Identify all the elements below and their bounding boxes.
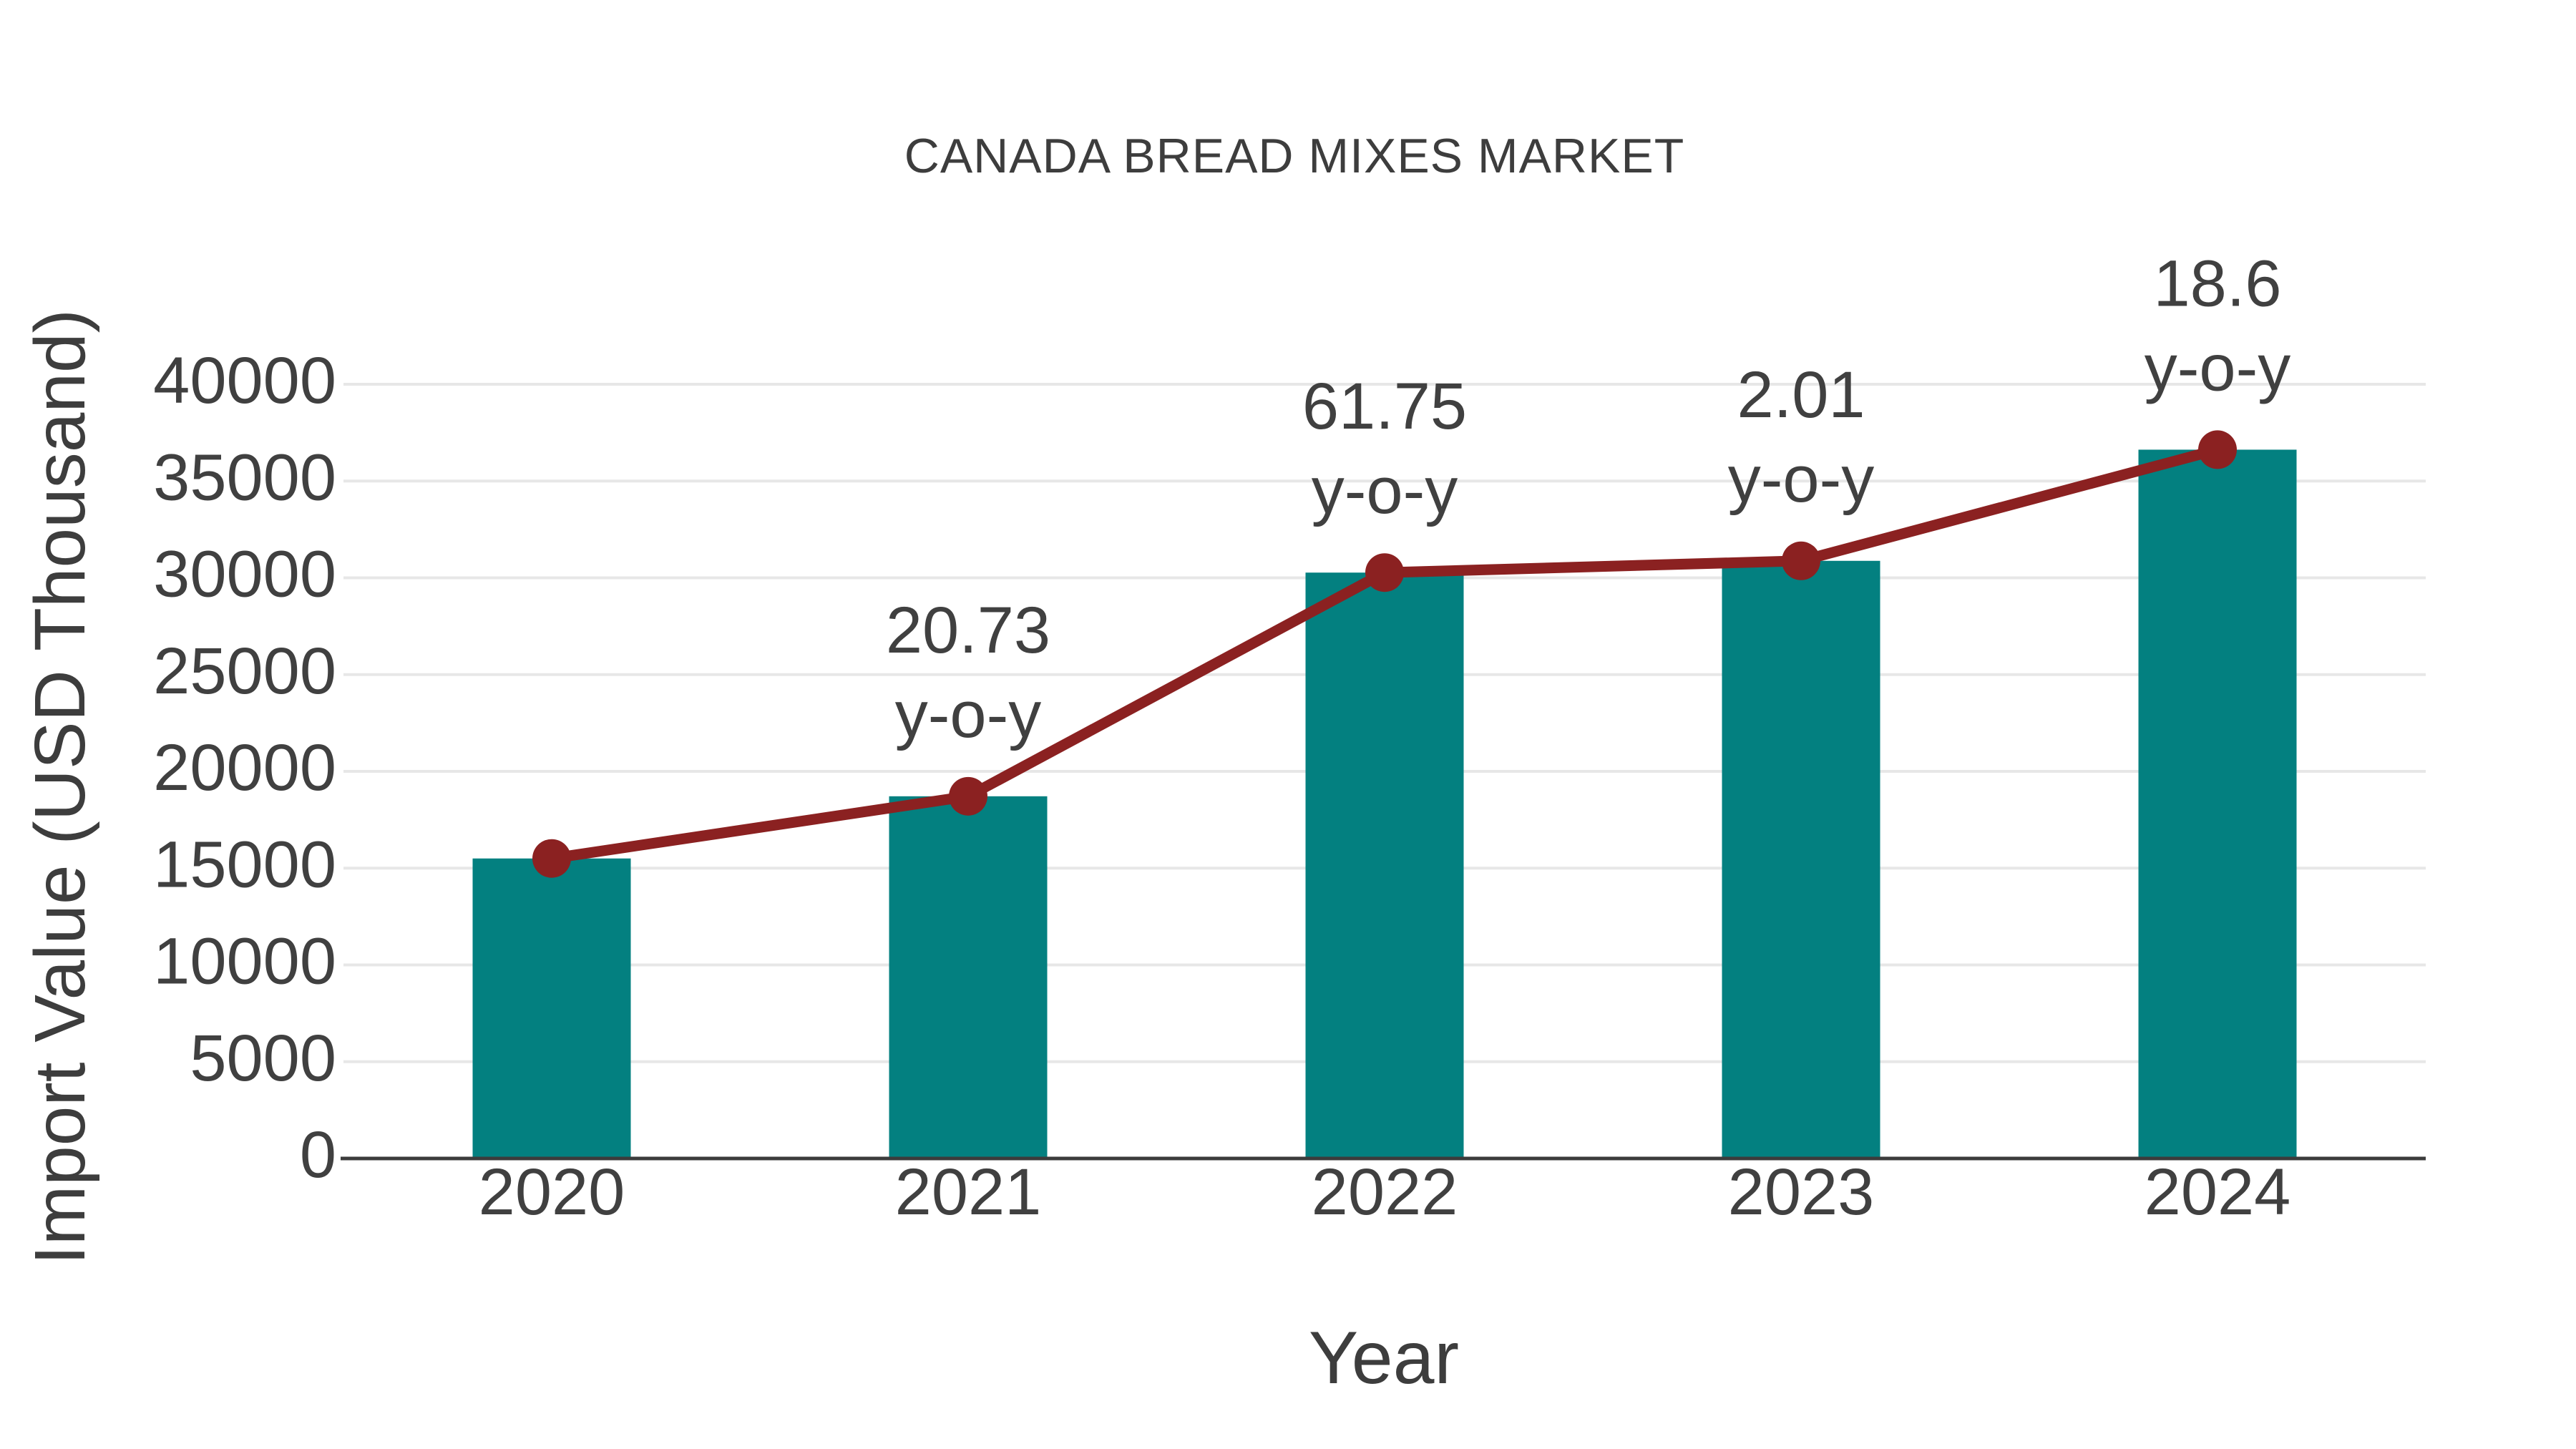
- bar: [1305, 572, 1464, 1158]
- x-tick-label: 2024: [2145, 1156, 2291, 1229]
- annotation-suffix: y-o-y: [2145, 331, 2290, 404]
- bar: [472, 858, 631, 1158]
- y-tick-label: 15000: [153, 828, 336, 901]
- annotation-suffix: y-o-y: [1312, 454, 1458, 527]
- y-tick-label: 40000: [153, 344, 336, 417]
- x-tick-label: 2023: [1728, 1156, 1875, 1229]
- annotation-value: 18.6: [2153, 247, 2281, 320]
- annotation-suffix: y-o-y: [1728, 443, 1874, 516]
- y-tick-label: 20000: [153, 731, 336, 804]
- annotation-value: 61.75: [1302, 370, 1467, 443]
- x-tick-label: 2020: [479, 1156, 625, 1229]
- chart-title: CANADA BREAD MIXES MARKET: [904, 129, 1685, 183]
- annotation-value: 2.01: [1737, 358, 1865, 431]
- bar: [2138, 449, 2297, 1158]
- annotation-suffix: y-o-y: [895, 678, 1041, 751]
- line-marker: [2198, 430, 2237, 469]
- line-marker: [532, 839, 571, 878]
- x-tick-label: 2021: [895, 1156, 1042, 1229]
- line-marker: [949, 776, 987, 816]
- x-tick-label: 2022: [1312, 1156, 1458, 1229]
- bar: [1722, 560, 1880, 1158]
- x-axis-title: Year: [1308, 1317, 1460, 1400]
- y-tick-label: 10000: [153, 925, 336, 998]
- line-marker: [1365, 553, 1404, 592]
- y-tick-label: 35000: [153, 441, 336, 514]
- line-marker: [1782, 541, 1820, 580]
- y-tick-label: 30000: [153, 538, 336, 611]
- y-tick-label: 0: [300, 1118, 336, 1191]
- y-tick-label: 5000: [190, 1022, 336, 1095]
- annotation-value: 20.73: [886, 594, 1050, 667]
- y-tick-label: 25000: [153, 635, 336, 708]
- bar: [889, 796, 1048, 1158]
